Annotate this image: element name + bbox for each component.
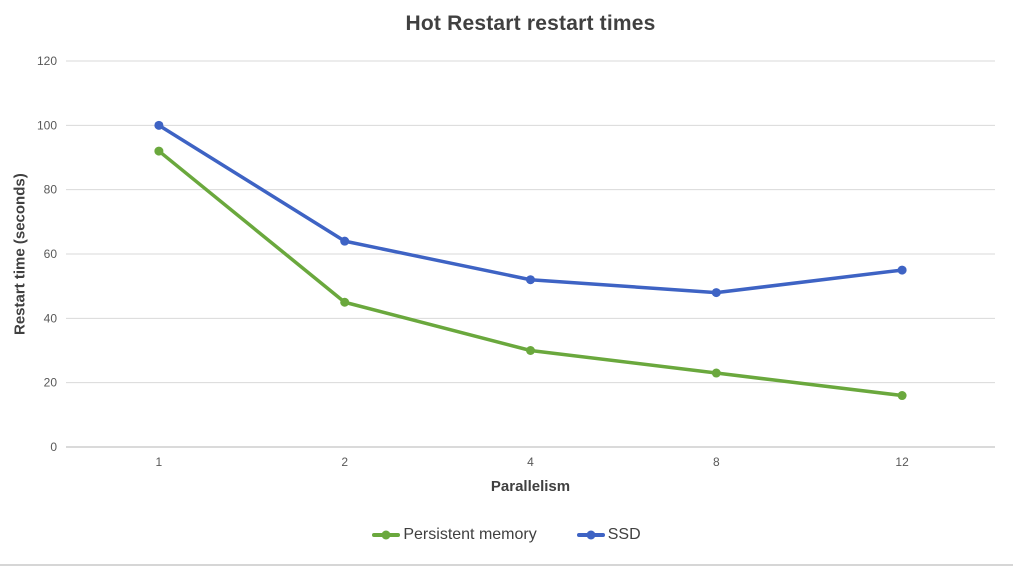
data-point-persistent-memory	[340, 297, 350, 307]
line-marker-icon	[576, 530, 605, 540]
legend-label-ssd: SSD	[607, 526, 641, 543]
x-tick-label: 4	[527, 455, 534, 469]
legend: Persistent memory SSD	[0, 526, 1013, 544]
chart-title: Hot Restart restart times	[405, 12, 656, 35]
data-point-ssd	[897, 265, 907, 275]
y-tick-label: 60	[44, 247, 58, 261]
x-tick-label: 2	[341, 455, 348, 469]
series-line-ssd	[157, 123, 904, 295]
data-point-ssd	[526, 275, 535, 285]
y-tick-label: 80	[44, 183, 58, 197]
x-tick-label: 8	[713, 455, 720, 469]
series-line-persistent-memory	[157, 149, 904, 398]
y-tick-label: 120	[37, 54, 57, 68]
data-point-persistent-memory	[897, 391, 907, 401]
y-tick-label: 0	[50, 440, 57, 454]
x-tick-label: 12	[895, 455, 909, 469]
data-point-persistent-memory	[154, 146, 164, 156]
dot-icon	[586, 530, 596, 540]
data-point-persistent-memory	[526, 346, 535, 355]
y-tick-label: 100	[37, 118, 57, 132]
y-tick-label: 40	[44, 311, 58, 325]
data-point-ssd	[711, 288, 721, 298]
x-axis-title: Parallelism	[490, 478, 571, 495]
data-point-ssd	[340, 236, 350, 246]
line-marker-icon	[372, 530, 401, 540]
legend-item-ssd: SSD	[576, 526, 641, 544]
data-point-persistent-memory	[711, 368, 721, 378]
y-tick-label: 20	[44, 376, 58, 390]
data-point-ssd	[154, 120, 164, 130]
dot-icon	[381, 530, 391, 540]
legend-item-persistent-memory: Persistent memory	[372, 526, 537, 544]
x-tick-label: 1	[156, 455, 163, 469]
legend-label-persistent-memory: Persistent memory	[403, 526, 537, 543]
